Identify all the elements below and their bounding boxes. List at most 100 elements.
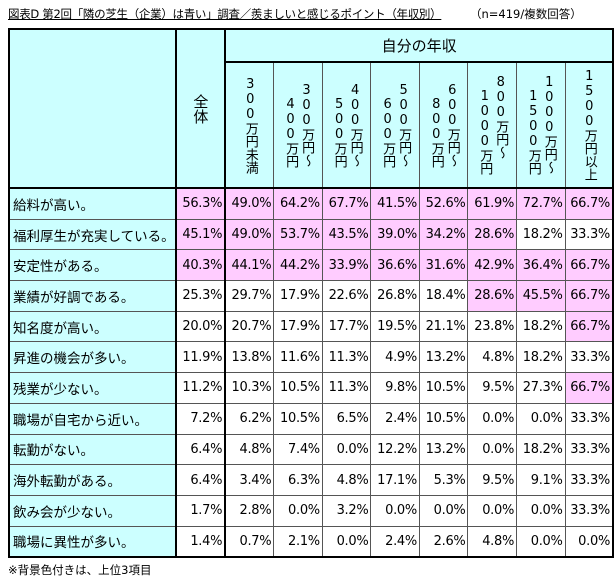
value-cell: 9.1% bbox=[516, 464, 566, 496]
value-cell: 33.9% bbox=[321, 249, 372, 282]
value-cell: 10.5% bbox=[418, 402, 469, 435]
header-income-group: 自分の年収 bbox=[224, 28, 614, 63]
row-label: 給料が高い。 bbox=[8, 187, 177, 220]
value-cell: 18.2% bbox=[516, 218, 566, 251]
value-cell: 2.1% bbox=[273, 525, 323, 558]
value-cell-total: 6.4% bbox=[175, 433, 227, 466]
value-cell: 72.7% bbox=[516, 187, 566, 220]
value-cell: 66.7% bbox=[564, 310, 614, 343]
value-cell: 18.4% bbox=[418, 280, 469, 312]
value-cell: 49.0% bbox=[224, 218, 275, 251]
value-cell: 66.7% bbox=[564, 280, 614, 312]
row-label: 職場に異性が多い。 bbox=[8, 525, 177, 558]
value-cell: 2.6% bbox=[418, 525, 469, 558]
value-cell-total: 40.3% bbox=[175, 249, 227, 282]
value-cell: 0.0% bbox=[516, 525, 566, 558]
value-cell: 39.0% bbox=[370, 218, 420, 251]
value-cell: 9.8% bbox=[370, 372, 420, 404]
row-label: 飲み会が少ない。 bbox=[8, 494, 177, 527]
value-cell: 0.0% bbox=[418, 494, 469, 527]
row-label: 業績が好調である。 bbox=[8, 280, 177, 312]
value-cell: 53.7% bbox=[273, 218, 323, 251]
value-cell: 27.3% bbox=[516, 372, 566, 404]
value-cell-total: 20.0% bbox=[175, 310, 227, 343]
table-row: 残業が少ない。 11.2% 10.3% 10.5% 11.3% 9.8% 10.5% 9.5%… bbox=[8, 372, 614, 404]
header-label-line1: 500万円～ bbox=[396, 82, 412, 167]
row-label: 職場が自宅から近い。 bbox=[8, 402, 177, 435]
value-cell-total: 11.2% bbox=[175, 372, 227, 404]
header-label-line2: 1000万円 bbox=[477, 89, 493, 175]
header-income-4: 600万円～ 800万円 bbox=[418, 61, 469, 189]
value-cell: 10.3% bbox=[224, 372, 275, 404]
value-cell: 0.0% bbox=[321, 525, 372, 558]
value-cell: 36.6% bbox=[370, 249, 420, 282]
header-label-line2: 500万円 bbox=[331, 96, 347, 168]
value-cell-total: 56.3% bbox=[175, 187, 227, 220]
value-cell: 7.4% bbox=[273, 433, 323, 466]
footnote: ※背景色付きは、上位3項目 bbox=[8, 563, 152, 577]
value-cell: 67.7% bbox=[321, 187, 372, 220]
row-label: 福利厚生が充実している。 bbox=[8, 218, 177, 251]
value-cell: 23.8% bbox=[467, 310, 518, 343]
value-cell: 9.5% bbox=[467, 372, 518, 404]
value-cell: 0.0% bbox=[467, 494, 518, 527]
value-cell: 33.3% bbox=[564, 464, 614, 496]
value-cell: 33.3% bbox=[564, 402, 614, 435]
value-cell: 3.2% bbox=[321, 494, 372, 527]
value-cell: 52.6% bbox=[418, 187, 469, 220]
value-cell: 0.0% bbox=[467, 433, 518, 466]
value-cell-total: 45.1% bbox=[175, 218, 227, 251]
value-cell: 0.0% bbox=[564, 525, 614, 558]
value-cell: 20.7% bbox=[224, 310, 275, 343]
value-cell: 49.0% bbox=[224, 187, 275, 220]
header-income-2: 400万円～ 500万円 bbox=[321, 61, 372, 189]
row-label: 安定性がある。 bbox=[8, 249, 177, 282]
value-cell: 2.8% bbox=[224, 494, 275, 527]
header-label-line1: 300万円未満 bbox=[242, 76, 258, 174]
value-cell: 10.5% bbox=[418, 372, 469, 404]
header-income-3: 500万円～ 600万円 bbox=[370, 61, 420, 189]
value-cell: 18.2% bbox=[516, 310, 566, 343]
value-cell: 28.6% bbox=[467, 280, 518, 312]
value-cell: 42.9% bbox=[467, 249, 518, 282]
value-cell: 26.8% bbox=[370, 280, 420, 312]
value-cell: 17.1% bbox=[370, 464, 420, 496]
value-cell: 12.2% bbox=[370, 433, 420, 466]
row-label: 知名度が高い。 bbox=[8, 310, 177, 343]
header-label-line1: 800万円～ bbox=[493, 75, 509, 159]
value-cell-total: 25.3% bbox=[175, 280, 227, 312]
value-cell: 4.8% bbox=[467, 341, 518, 374]
value-cell-total: 1.4% bbox=[175, 525, 227, 558]
header-label-line2: 1500万円 bbox=[525, 89, 541, 175]
value-cell: 0.0% bbox=[467, 402, 518, 435]
value-cell-total: 1.7% bbox=[175, 494, 227, 527]
value-cell: 41.5% bbox=[370, 187, 420, 220]
value-cell-total: 6.4% bbox=[175, 464, 227, 496]
corner-cell bbox=[8, 28, 177, 189]
table-row: 転勤がない。 6.4% 4.8% 7.4% 0.0% 12.2% 13.2% 0.0% 18.2… bbox=[8, 433, 614, 466]
value-cell: 2.4% bbox=[370, 402, 420, 435]
value-cell: 29.7% bbox=[224, 280, 275, 312]
value-cell: 10.5% bbox=[273, 372, 323, 404]
value-cell: 4.9% bbox=[370, 341, 420, 374]
value-cell: 43.5% bbox=[321, 218, 372, 251]
value-cell: 33.3% bbox=[564, 433, 614, 466]
value-cell: 3.4% bbox=[224, 464, 275, 496]
value-cell: 10.5% bbox=[273, 402, 323, 435]
row-label: 海外転勤がある。 bbox=[8, 464, 177, 496]
table-row: 給料が高い。 56.3% 49.0% 64.2% 67.7% 41.5% 52.6% 61.9… bbox=[8, 187, 614, 220]
row-label: 転勤がない。 bbox=[8, 433, 177, 466]
value-cell: 33.3% bbox=[564, 341, 614, 374]
sample-note: （n=419/複数回答） bbox=[470, 7, 582, 21]
header-income-1: 300万円～ 400万円 bbox=[273, 61, 323, 189]
value-cell: 28.6% bbox=[467, 218, 518, 251]
value-cell: 11.3% bbox=[321, 341, 372, 374]
value-cell: 45.5% bbox=[516, 280, 566, 312]
value-cell: 0.0% bbox=[321, 433, 372, 466]
table-row: 知名度が高い。 20.0% 20.7% 17.9% 17.7% 19.5% 21.1% 23.… bbox=[8, 310, 614, 343]
value-cell: 5.3% bbox=[418, 464, 469, 496]
value-cell: 17.7% bbox=[321, 310, 372, 343]
value-cell: 18.2% bbox=[516, 433, 566, 466]
value-cell: 19.5% bbox=[370, 310, 420, 343]
value-cell: 0.0% bbox=[516, 494, 566, 527]
